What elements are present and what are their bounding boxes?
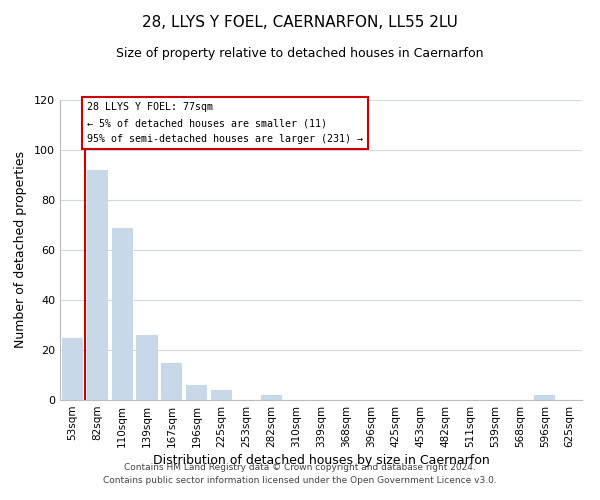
Bar — [161, 362, 182, 400]
Bar — [136, 335, 158, 400]
Bar — [534, 395, 555, 400]
Bar — [62, 338, 83, 400]
Bar — [186, 385, 207, 400]
Bar — [87, 170, 108, 400]
Bar — [211, 390, 232, 400]
Bar — [261, 395, 282, 400]
Text: Contains public sector information licensed under the Open Government Licence v3: Contains public sector information licen… — [103, 476, 497, 485]
Text: Size of property relative to detached houses in Caernarfon: Size of property relative to detached ho… — [116, 48, 484, 60]
Text: Contains HM Land Registry data © Crown copyright and database right 2024.: Contains HM Land Registry data © Crown c… — [124, 464, 476, 472]
Text: 28 LLYS Y FOEL: 77sqm
← 5% of detached houses are smaller (11)
95% of semi-detac: 28 LLYS Y FOEL: 77sqm ← 5% of detached h… — [88, 102, 364, 144]
Bar — [112, 228, 133, 400]
Text: 28, LLYS Y FOEL, CAERNARFON, LL55 2LU: 28, LLYS Y FOEL, CAERNARFON, LL55 2LU — [142, 15, 458, 30]
Y-axis label: Number of detached properties: Number of detached properties — [14, 152, 27, 348]
X-axis label: Distribution of detached houses by size in Caernarfon: Distribution of detached houses by size … — [152, 454, 490, 467]
